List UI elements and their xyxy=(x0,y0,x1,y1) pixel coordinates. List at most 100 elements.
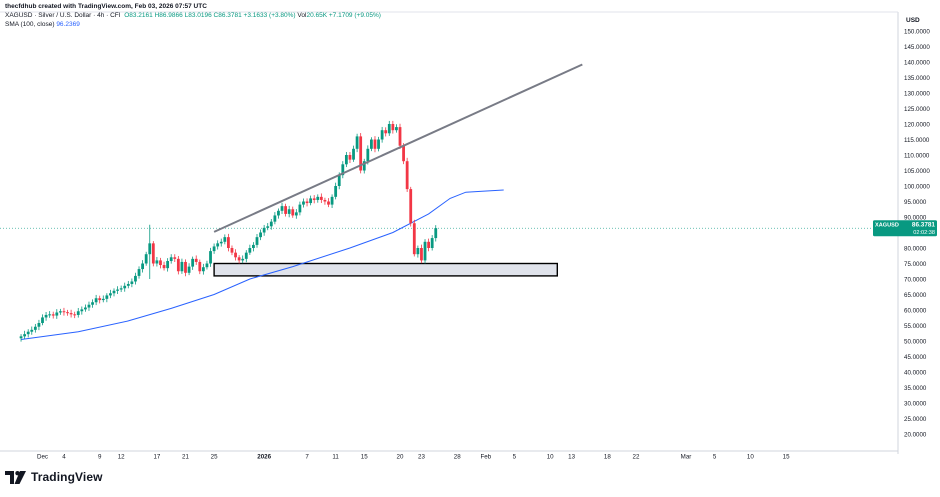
ohlc-change: +3.1633 (+3.80%) xyxy=(243,12,296,19)
tradingview-icon xyxy=(5,470,26,484)
candle-body xyxy=(234,252,237,258)
candle-body xyxy=(323,199,327,202)
candle-body xyxy=(55,312,59,316)
candle-body xyxy=(269,221,273,227)
candle-body xyxy=(230,248,234,253)
candle-body xyxy=(198,261,202,272)
candle-body xyxy=(273,215,277,222)
candle-body xyxy=(252,244,255,248)
candle-body xyxy=(87,304,91,308)
candle-body xyxy=(384,130,388,134)
candle-body xyxy=(169,257,173,262)
candle-body xyxy=(412,223,416,255)
candle-body xyxy=(395,127,398,131)
candle-body xyxy=(144,254,148,264)
candle-body xyxy=(151,243,155,264)
resistance-trendline[interactable] xyxy=(213,63,583,233)
candle-body xyxy=(66,312,69,314)
y-tick-label: 105.0000 xyxy=(904,168,930,175)
candle-body xyxy=(126,283,130,286)
x-tick-label: 12 xyxy=(118,454,125,461)
candle-body xyxy=(430,238,434,248)
candle-body xyxy=(134,275,137,282)
y-tick-label: 125.0000 xyxy=(904,106,930,113)
candle-body xyxy=(244,252,248,259)
y-tick-label: 80.0000 xyxy=(904,245,927,252)
candle-body xyxy=(377,139,380,149)
candle-body xyxy=(259,232,262,238)
candle-body xyxy=(162,265,166,269)
candle-body xyxy=(370,139,373,149)
y-tick-label: 115.0000 xyxy=(904,137,930,144)
candle-body xyxy=(48,314,52,316)
candle-body xyxy=(330,196,334,205)
x-tick-label: 2026 xyxy=(257,454,271,461)
y-tick-label: 45.0000 xyxy=(904,354,927,361)
candle-body xyxy=(391,124,395,131)
candle-body xyxy=(148,243,152,255)
candle-body xyxy=(51,314,55,316)
y-tick-label: 25.0000 xyxy=(904,416,927,423)
y-tick-label: 75.0000 xyxy=(904,261,927,268)
x-tick-label: 20 xyxy=(397,454,404,461)
y-tick-label: 55.0000 xyxy=(904,323,927,330)
candle-body xyxy=(373,139,377,149)
currency-label: USD xyxy=(906,17,920,24)
price-tag-symbol: XAGUSD xyxy=(875,223,899,229)
candle-body xyxy=(30,329,34,332)
sma-label: SMA (100, close) xyxy=(5,21,55,28)
y-tick-label: 65.0000 xyxy=(904,292,927,299)
price-tag-box[interactable] xyxy=(873,220,937,237)
candle-body xyxy=(398,127,402,146)
candle-body xyxy=(173,257,177,259)
tradingview-logo[interactable]: TradingView xyxy=(5,470,103,484)
x-tick-label: Feb xyxy=(480,454,491,461)
y-tick-label: 140.0000 xyxy=(904,59,930,66)
support-zone[interactable] xyxy=(213,262,559,277)
candle-body xyxy=(362,161,366,171)
candle-body xyxy=(416,248,420,255)
y-tick-label: 90.0000 xyxy=(904,214,927,221)
x-tick-label: 10 xyxy=(547,454,554,461)
symbol-legend: XAGUSD · Silver / U.S. Dollar · 4h · CFI… xyxy=(5,11,381,20)
candle-body xyxy=(337,175,341,186)
credit-line: thecfdhub created with TradingView.com, … xyxy=(5,3,207,10)
candle-body xyxy=(312,198,316,200)
x-tick-label: 9 xyxy=(98,454,102,461)
candle-body xyxy=(387,124,391,134)
sma-legend[interactable]: SMA (100, close) 96.2369 xyxy=(5,20,80,29)
y-tick-label: 20.0000 xyxy=(904,431,927,438)
candle-body xyxy=(130,281,134,284)
candle-body xyxy=(341,164,345,176)
brand-name: TradingView xyxy=(31,470,103,484)
y-tick-label: 60.0000 xyxy=(904,307,927,314)
x-tick-label: 25 xyxy=(211,454,218,461)
candle-body xyxy=(212,246,216,252)
candle-body xyxy=(380,130,384,140)
candle-body xyxy=(294,212,298,216)
volume-value: 20.65K xyxy=(306,12,328,19)
y-tick-label: 35.0000 xyxy=(904,385,927,392)
candle-body xyxy=(298,204,302,213)
ohlc-close: C86.3781 xyxy=(213,12,242,19)
candle-body xyxy=(319,196,323,200)
x-tick-label: 7 xyxy=(305,454,309,461)
candle-body xyxy=(405,161,409,190)
x-tick-label: 21 xyxy=(182,454,189,461)
ohlc-high: H86.9866 xyxy=(154,12,183,19)
candle-body xyxy=(23,334,27,337)
candle-body xyxy=(227,237,230,248)
sma-line[interactable] xyxy=(20,189,504,340)
y-tick-label: 120.0000 xyxy=(904,121,930,128)
candle-body xyxy=(19,336,23,339)
x-tick-label: 10 xyxy=(747,454,754,461)
candle-body xyxy=(58,311,62,313)
candle-body xyxy=(109,293,112,296)
sma-value: 96.2369 xyxy=(56,21,80,28)
volume-change: +7.1709 (+9.05%) xyxy=(328,12,381,19)
candle-body xyxy=(427,241,430,248)
candle-body xyxy=(137,269,141,276)
candle-body xyxy=(180,261,184,272)
y-tick-label: 30.0000 xyxy=(904,400,927,407)
